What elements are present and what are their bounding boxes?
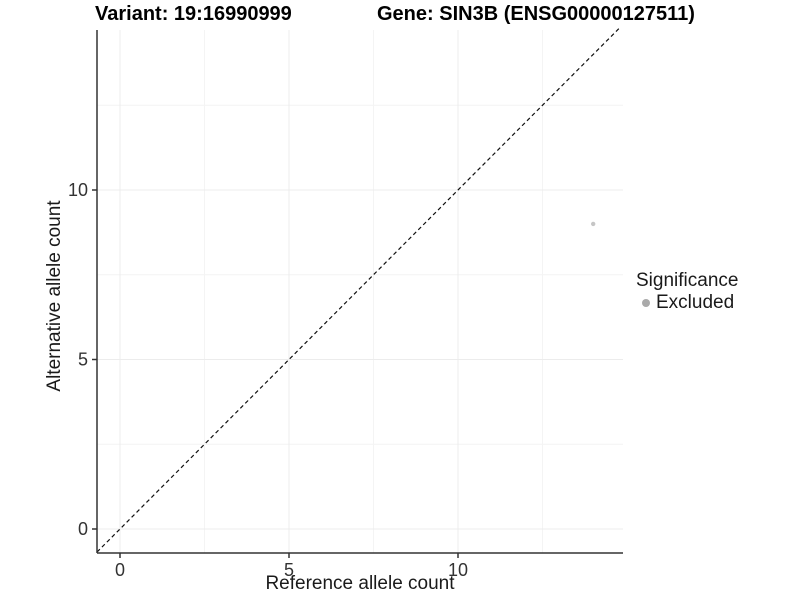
plot-title-variant: Variant: 19:16990999	[95, 3, 292, 25]
y-tick-label: 5	[78, 350, 88, 370]
x-tick-label: 0	[115, 560, 125, 580]
x-axis-title: Reference allele count	[265, 573, 455, 594]
legend-title: Significance	[636, 270, 739, 291]
legend: Significance Excluded	[636, 270, 738, 314]
identity-dashed-line	[96, 28, 620, 553]
x-tick-label: 5	[284, 560, 294, 580]
legend-entry-excluded: Excluded	[636, 292, 738, 314]
legend-entry-label: Excluded	[656, 292, 735, 313]
y-tick-label: 0	[78, 519, 88, 539]
legend-key-dot	[642, 299, 650, 307]
y-tick-label: 10	[68, 180, 88, 200]
data-point	[591, 221, 596, 227]
y-axis-title: Alternative allele count	[44, 200, 65, 392]
plot-title-gene: Gene: SIN3B (ENSG00000127511)	[377, 3, 695, 25]
x-tick-label: 10	[448, 560, 468, 580]
